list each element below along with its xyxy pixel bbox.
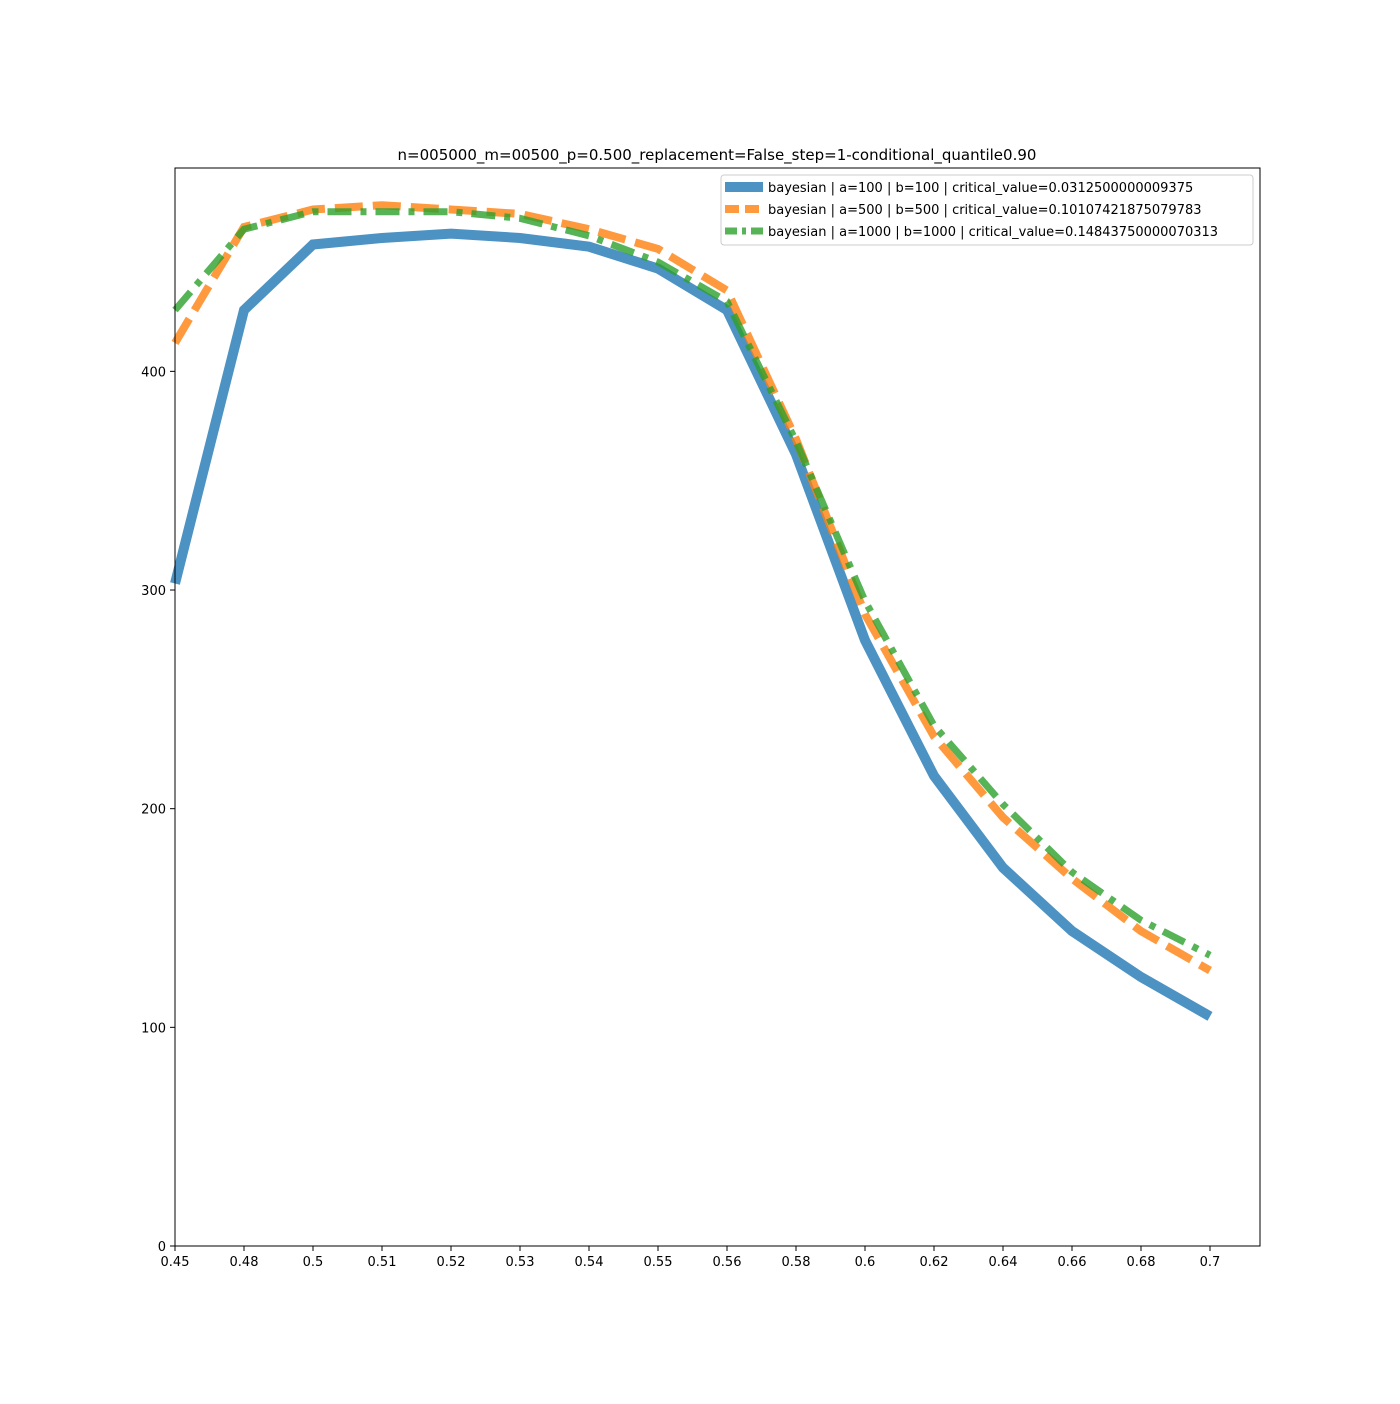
x-axis: 0.45 0.48 0.5 0.51 0.52 0.53 0.54 0.55 0.56 0.58 0… bbox=[161, 1246, 1221, 1270]
y-tick-label: 200 bbox=[141, 803, 166, 818]
x-tick-label: 0.51 bbox=[368, 1255, 397, 1270]
x-tick-label: 0.58 bbox=[782, 1255, 811, 1270]
legend-label-1: bayesian | a=100 | b=100 | critical_valu… bbox=[768, 181, 1193, 196]
legend-label-3: bayesian | a=1000 | b=1000 | critical_va… bbox=[768, 225, 1218, 240]
series-line-3 bbox=[172, 208, 1212, 959]
plot-frame bbox=[174, 167, 1261, 1247]
x-tick-label: 0.54 bbox=[575, 1255, 604, 1270]
chart-title: n=005000_m=00500_p=0.500_replacement=Fal… bbox=[398, 146, 1037, 165]
y-tick-label: 0 bbox=[158, 1240, 166, 1255]
series-line-2 bbox=[171, 201, 1212, 974]
x-tick-label: 0.62 bbox=[920, 1255, 949, 1270]
legend: bayesian | a=100 | b=100 | critical_valu… bbox=[720, 174, 1254, 246]
legend-label-2: bayesian | a=500 | b=500 | critical_valu… bbox=[768, 203, 1202, 218]
x-tick-label: 0.6 bbox=[855, 1255, 876, 1270]
series-layer bbox=[170, 201, 1213, 1021]
x-tick-label: 0.66 bbox=[1058, 1255, 1087, 1270]
x-tick-label: 0.53 bbox=[506, 1255, 535, 1270]
y-tick-label: 400 bbox=[141, 365, 166, 380]
y-tick-label: 100 bbox=[141, 1021, 166, 1036]
x-tick-label: 0.5 bbox=[303, 1255, 324, 1270]
x-tick-label: 0.68 bbox=[1127, 1255, 1156, 1270]
x-tick-label: 0.48 bbox=[230, 1255, 259, 1270]
x-tick-label: 0.45 bbox=[161, 1255, 190, 1270]
x-tick-label: 0.55 bbox=[644, 1255, 673, 1270]
y-axis: 0 100 200 300 400 bbox=[141, 365, 175, 1255]
legend-box bbox=[720, 174, 1254, 246]
x-tick-label: 0.64 bbox=[989, 1255, 1018, 1270]
x-tick-label: 0.7 bbox=[1200, 1255, 1221, 1270]
x-tick-label: 0.52 bbox=[437, 1255, 466, 1270]
x-tick-label: 0.56 bbox=[713, 1255, 742, 1270]
y-tick-label: 300 bbox=[141, 584, 166, 599]
series-line-1 bbox=[170, 228, 1213, 1021]
